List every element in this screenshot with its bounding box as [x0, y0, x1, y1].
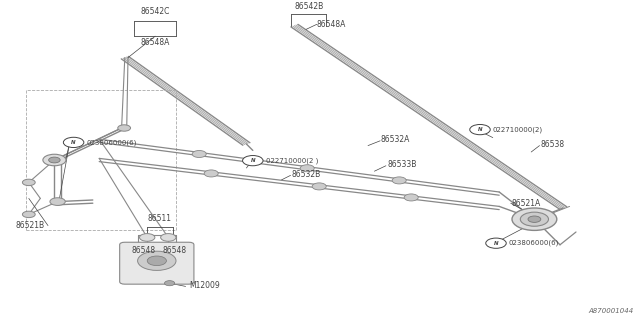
- Circle shape: [470, 124, 490, 135]
- Text: 86532B: 86532B: [291, 170, 321, 179]
- Text: 86542B: 86542B: [294, 2, 323, 11]
- Text: 86548A: 86548A: [141, 38, 170, 47]
- Text: 86548: 86548: [163, 246, 187, 255]
- Circle shape: [204, 170, 218, 177]
- Circle shape: [243, 156, 263, 166]
- Text: N: N: [250, 158, 255, 163]
- Text: 86538: 86538: [541, 140, 565, 149]
- Text: 86542C: 86542C: [141, 7, 170, 16]
- Circle shape: [138, 251, 176, 270]
- Text: 86548: 86548: [132, 246, 156, 255]
- Text: 023806000(6): 023806000(6): [509, 240, 559, 246]
- Text: N: N: [71, 140, 76, 145]
- Text: 022710000(2): 022710000(2): [493, 126, 543, 133]
- Circle shape: [22, 179, 35, 186]
- Circle shape: [512, 208, 557, 230]
- Circle shape: [520, 212, 548, 226]
- Text: 023806000(6): 023806000(6): [86, 139, 137, 146]
- Text: 86521A: 86521A: [512, 199, 541, 208]
- Circle shape: [140, 234, 155, 241]
- Text: 022710000(2 ): 022710000(2 ): [266, 157, 318, 164]
- Circle shape: [404, 194, 419, 201]
- Circle shape: [164, 281, 175, 286]
- Text: 86521B: 86521B: [16, 221, 45, 230]
- Circle shape: [118, 125, 131, 131]
- Text: 86532A: 86532A: [381, 135, 410, 144]
- Circle shape: [43, 154, 66, 166]
- Text: 86533B: 86533B: [387, 160, 417, 169]
- Circle shape: [528, 216, 541, 222]
- Circle shape: [50, 198, 65, 205]
- Circle shape: [300, 165, 314, 172]
- Text: A870001044: A870001044: [588, 308, 634, 314]
- Circle shape: [49, 157, 60, 163]
- Circle shape: [392, 177, 406, 184]
- FancyBboxPatch shape: [120, 242, 194, 284]
- Text: N: N: [477, 127, 483, 132]
- Circle shape: [147, 256, 166, 266]
- Circle shape: [161, 234, 176, 241]
- Text: N: N: [493, 241, 499, 246]
- Text: 86548A: 86548A: [317, 20, 346, 29]
- Circle shape: [192, 150, 206, 157]
- Circle shape: [312, 183, 326, 190]
- Circle shape: [22, 211, 35, 218]
- Circle shape: [486, 238, 506, 248]
- Text: M12009: M12009: [189, 281, 220, 290]
- Circle shape: [63, 137, 84, 148]
- Text: 86511: 86511: [148, 214, 172, 223]
